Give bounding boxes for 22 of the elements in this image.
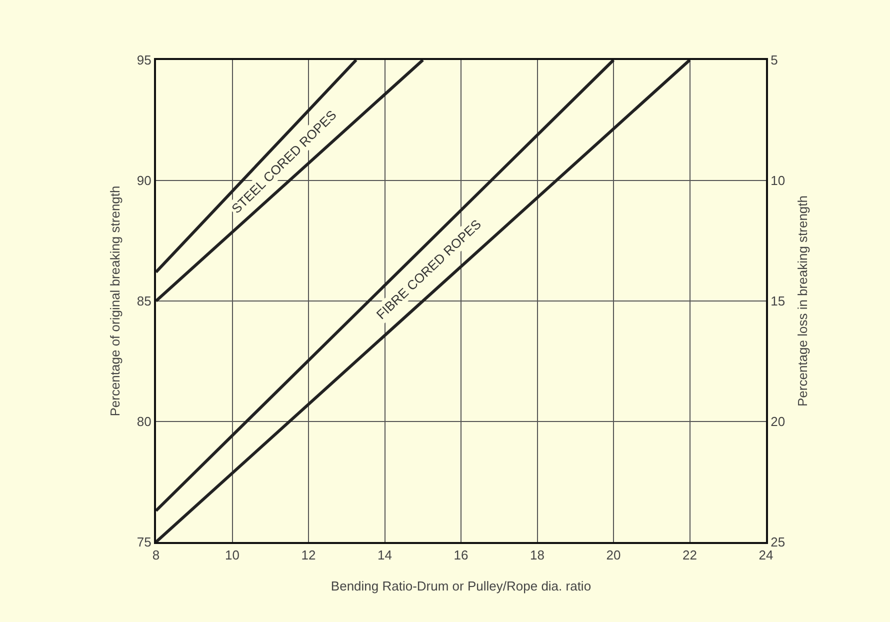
x-tick-label: 8 [152, 548, 160, 563]
x-axis-title: Bending Ratio-Drum or Pulley/Rope dia. ratio [330, 578, 592, 594]
y-tick-label: 80 [136, 414, 152, 430]
y-axis-title: Percentage of original breaking strength [107, 186, 122, 416]
y2-tick-label: 20 [770, 414, 786, 430]
x-tick-label: 20 [606, 548, 621, 563]
y2-axis-title: Percentage loss in breaking strength [795, 195, 810, 407]
x-tick-label: 12 [301, 548, 316, 563]
x-tick-label: 18 [530, 548, 544, 563]
y2-tick-label: 25 [770, 534, 786, 550]
x-tick-label: 10 [225, 548, 240, 563]
x-tick-label: 22 [682, 548, 697, 563]
x-tick-label: 24 [758, 548, 774, 563]
y-tick-label: 90 [136, 173, 152, 188]
y2-tick-label: 10 [770, 173, 786, 188]
y-tick-label: 85 [136, 294, 152, 309]
y-tick-label: 95 [136, 52, 152, 68]
y2-tick-label: 5 [770, 52, 778, 68]
y-tick-label: 75 [136, 534, 152, 550]
x-tick-label: 14 [378, 548, 392, 563]
y2-tick-label: 15 [770, 294, 786, 309]
x-tick-label: 16 [454, 548, 468, 563]
